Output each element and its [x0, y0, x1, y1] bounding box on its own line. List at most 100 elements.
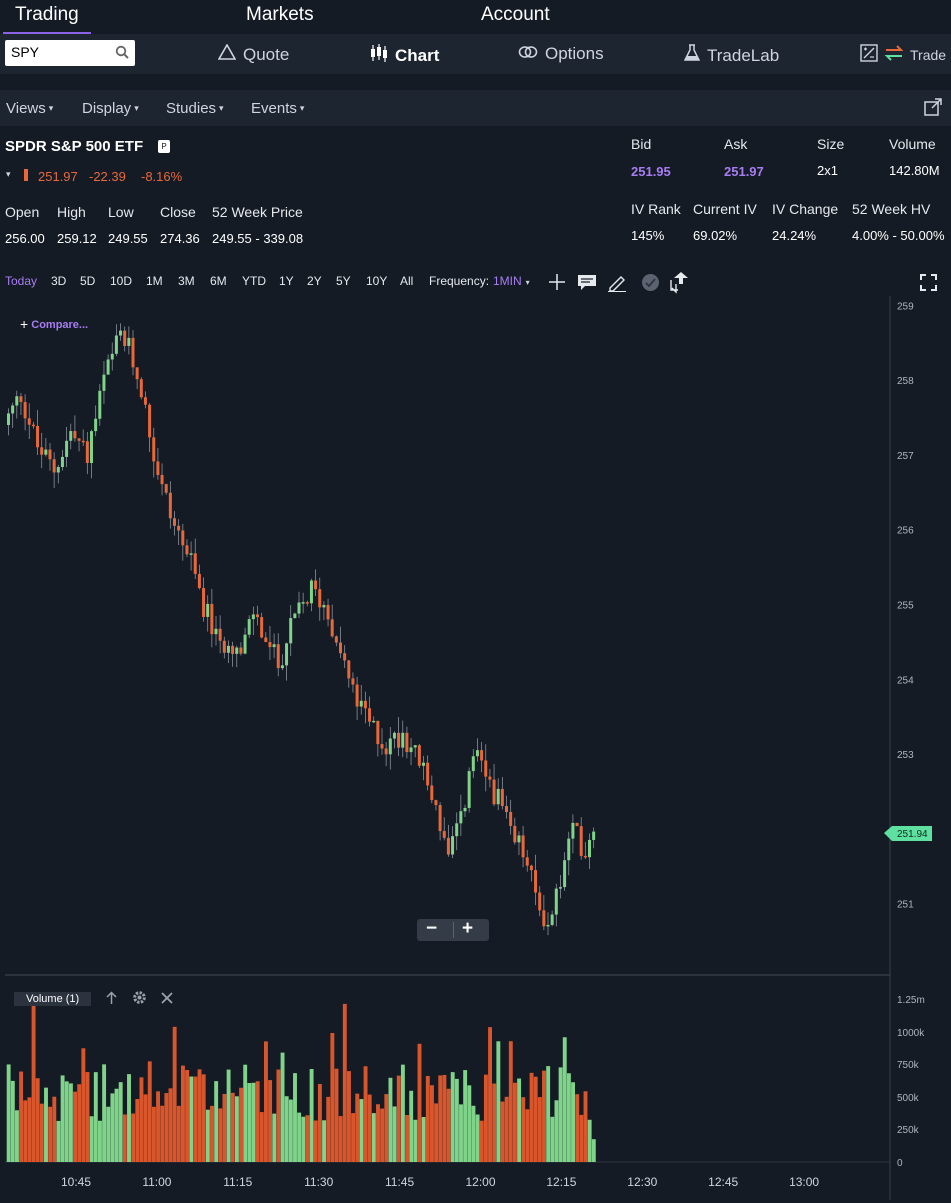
volume-bar — [467, 1085, 472, 1162]
52-week-hv-value: 4.00% - 50.00% — [852, 228, 945, 243]
crosshair-icon[interactable] — [548, 273, 566, 294]
pencil-icon[interactable] — [607, 273, 627, 295]
compare-button[interactable]: + Compare... — [20, 316, 88, 332]
volume-bar — [131, 1113, 136, 1162]
chevron-down-icon: ▾ — [219, 103, 224, 113]
volume-bar — [201, 1074, 206, 1162]
trade-button[interactable]: Trade — [860, 44, 946, 65]
symbol-search-input[interactable] — [11, 44, 107, 60]
volume-bar — [400, 1064, 405, 1162]
events-label: Events — [251, 100, 297, 117]
tradelab-button[interactable]: TradeLab — [683, 44, 779, 67]
tab-account[interactable]: Account — [481, 4, 550, 25]
views-menu[interactable]: Views ▾ — [6, 100, 53, 117]
range-10d[interactable]: 10D — [110, 274, 133, 288]
volume-bar — [492, 1083, 497, 1162]
magnet-icon[interactable] — [641, 273, 660, 295]
candle-body — [181, 530, 185, 546]
volume-bar — [396, 1075, 401, 1162]
range-10y[interactable]: 10Y — [366, 274, 388, 288]
candle-body — [251, 614, 255, 620]
close-icon[interactable] — [161, 991, 173, 1007]
range-today[interactable]: Today — [5, 274, 38, 288]
range-1m[interactable]: 1M — [146, 274, 163, 288]
52-week-hv-label: 52 Week HV — [852, 201, 931, 217]
range-all[interactable]: All — [400, 274, 414, 288]
open-label: Open — [5, 204, 40, 220]
candle-body — [94, 418, 98, 432]
volume-bar — [176, 1105, 181, 1162]
volume-bar — [351, 1113, 356, 1162]
range-5y[interactable]: 5Y — [336, 274, 351, 288]
range-5d[interactable]: 5D — [80, 274, 96, 288]
flask-icon — [683, 44, 701, 67]
volume-bar — [106, 1106, 111, 1162]
range-1y[interactable]: 1Y — [279, 274, 294, 288]
candle-body — [579, 826, 583, 856]
iv-change-value: 24.24% — [772, 228, 817, 243]
tab-trading[interactable]: Trading — [3, 4, 91, 34]
instrument-badge: P — [158, 140, 170, 153]
display-menu[interactable]: Display ▾ — [82, 100, 139, 117]
volume-bar — [537, 1097, 542, 1162]
quote-label: Quote — [243, 44, 290, 64]
events-menu[interactable]: Events ▾ — [251, 100, 304, 117]
candle-body — [297, 602, 301, 614]
range-2y[interactable]: 2Y — [307, 274, 322, 288]
candle-body — [567, 838, 571, 861]
tab-markets[interactable]: Markets — [246, 4, 314, 25]
candle-body — [214, 628, 218, 635]
volume-bar — [23, 1100, 28, 1162]
comment-icon[interactable] — [577, 274, 597, 294]
volume-bar — [297, 1112, 302, 1162]
frequency-select[interactable]: 1MIN ▾ — [493, 274, 530, 288]
views-label: Views — [6, 100, 46, 117]
candle-body — [388, 738, 392, 755]
volume-bar — [114, 1088, 119, 1162]
candle-body — [534, 870, 538, 893]
options-button[interactable]: Options — [518, 44, 604, 64]
range-3d[interactable]: 3D — [51, 274, 67, 288]
fullscreen-icon[interactable] — [920, 274, 937, 294]
range-6m[interactable]: 6M — [210, 274, 227, 288]
volume-bar — [259, 1112, 264, 1162]
arrow-up-icon[interactable] — [105, 990, 118, 1008]
volume-bar — [454, 1078, 459, 1162]
volume-bar — [135, 1098, 140, 1162]
symbol-search[interactable] — [5, 40, 135, 66]
plus-icon: + — [20, 316, 29, 332]
volume-bar — [317, 1083, 322, 1162]
zoom-out-button[interactable]: − — [426, 918, 438, 939]
volume-bar — [355, 1093, 360, 1162]
volume-bar — [68, 1083, 73, 1162]
high-label: High — [57, 204, 86, 220]
zoom-in-button[interactable]: + — [462, 918, 474, 939]
candle-body — [27, 418, 31, 425]
popout-icon[interactable] — [924, 98, 942, 119]
price-tick-label: 258 — [897, 376, 914, 387]
search-icon[interactable] — [115, 45, 129, 62]
time-tick-label: 11:15 — [223, 1175, 252, 1189]
quote-button[interactable]: Quote — [217, 43, 290, 65]
candle-body — [143, 397, 147, 405]
price-tick-label: 255 — [897, 601, 914, 612]
candle-body — [438, 805, 442, 832]
range-ytd[interactable]: YTD — [242, 274, 266, 288]
chart-button[interactable]: Chart — [370, 44, 439, 67]
range-3m[interactable]: 3M — [178, 274, 195, 288]
volume-bar — [475, 1114, 480, 1162]
candle-body — [401, 732, 405, 748]
last-price-tag: 251.94 — [884, 826, 932, 841]
size-value: 2x1 — [817, 163, 838, 178]
share-icon[interactable] — [668, 270, 692, 297]
price-volume-chart[interactable]: 259 258 257 256 255 254 253 251 1.25m 1000k 750k 5… — [0, 296, 951, 1200]
volume-bar — [147, 1061, 152, 1162]
volume-bar — [459, 1104, 463, 1162]
candle-body — [148, 404, 152, 438]
volume-tick-label: 500k — [897, 1093, 920, 1104]
chevron-down-icon[interactable]: ▾ — [6, 169, 11, 179]
candle-body — [542, 910, 546, 927]
studies-menu[interactable]: Studies ▾ — [166, 100, 224, 117]
gear-icon[interactable] — [132, 990, 147, 1008]
frequency-value: 1MIN — [493, 274, 522, 288]
